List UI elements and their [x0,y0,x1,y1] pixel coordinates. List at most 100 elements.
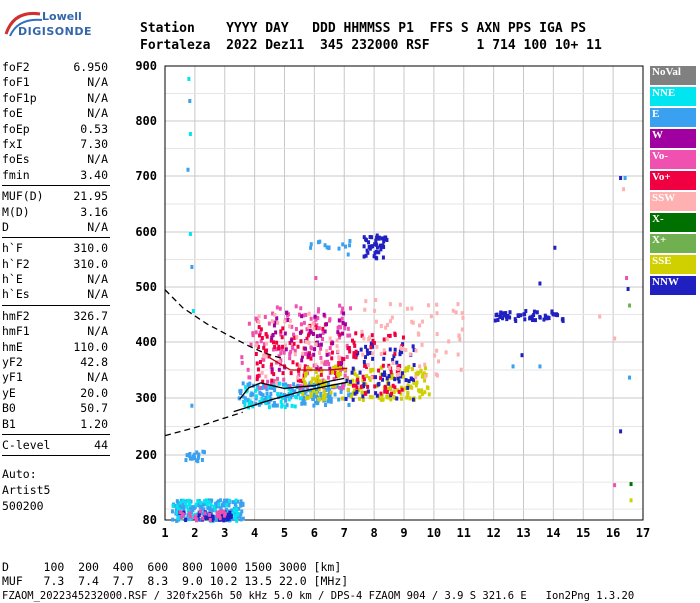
echo-point [296,383,300,388]
echo-point [435,348,439,353]
echo-point [327,246,331,251]
echo-point [354,355,358,360]
echo-point [369,367,373,372]
echo-point [322,383,326,388]
echo-point [508,315,512,320]
echo-point [385,394,389,399]
param-value: 0.53 [80,121,108,136]
echo-point [305,327,309,332]
echo-point [288,384,292,389]
echo-point [208,518,212,523]
echo-point [393,395,397,400]
echo-point [361,352,365,357]
echo-point [254,343,258,348]
echo-point [460,311,464,316]
echo-point [226,512,230,517]
echo-point [355,389,359,394]
param-row: D N/A [2,220,110,235]
param-value: 6.950 [73,60,108,74]
echo-point [328,346,332,351]
echo-point [341,320,345,325]
echo-point [254,351,258,356]
echo-point [379,247,383,252]
echo-point [383,373,387,378]
echo-point [409,384,413,389]
echo-point [358,370,362,375]
echo-point [347,381,351,386]
echo-point [290,392,294,397]
echo-point [398,352,402,357]
echo-point [385,238,389,243]
echo-point [201,502,205,507]
param-value: 50.7 [80,401,108,416]
echo-point [183,501,187,506]
echo-point [350,370,354,375]
echo-point [385,376,389,381]
echo-point [310,346,314,351]
echo-point [264,384,268,389]
echo-point [314,363,318,368]
echo-point [269,365,273,370]
echo-point [535,310,539,315]
echo-point [301,351,305,356]
y-tick-label: 500 [135,280,157,294]
echo-point [188,511,192,516]
echo-point [305,336,309,341]
echo-point [362,254,366,259]
echo-point [272,382,276,387]
echo-point [370,375,374,380]
echo-point [307,331,311,336]
echo-point [516,313,520,318]
echo-point [414,383,418,388]
echo-point [362,377,366,382]
echo-point [304,371,308,376]
echo-point [267,321,271,326]
echo-point [223,513,227,518]
param-value: N/A [87,370,108,385]
param-name: foEp [2,121,30,136]
echo-point [254,401,258,406]
echo-point [288,352,292,357]
echo-point [519,313,523,318]
echo-point [286,318,290,323]
echo-point [290,345,294,350]
x-tick-label: 10 [427,526,441,540]
echo-point [260,335,264,340]
echo-point [290,403,294,408]
echo-point [313,388,317,393]
echo-point [500,316,504,321]
param-row: yE 20.0 [2,386,110,401]
echo-point [410,367,414,372]
echo-point [312,403,316,408]
echo-point [386,387,390,392]
echo-point [219,506,223,511]
echo-point [249,342,253,347]
echo-point [410,306,414,311]
echo-point [404,378,408,383]
echo-point [362,336,366,341]
echo-point [292,341,296,346]
echo-point [293,352,297,357]
echo-point [185,504,189,509]
param-value: 42.8 [80,355,108,370]
echo-point [209,514,213,519]
echo-point [278,306,282,311]
echo-point [370,395,374,400]
echo-point [259,339,263,344]
echo-point [360,333,364,338]
echo-point [305,396,309,401]
echo-point [360,390,364,395]
echo-point [367,376,371,381]
echo-point [329,396,333,401]
echo-point [626,287,630,291]
echo-point [279,329,283,334]
echo-point [311,383,315,388]
echo-point [264,374,268,379]
echo-point [188,456,192,461]
echo-point [375,235,379,240]
echo-point [330,350,334,355]
echo-point [261,364,265,369]
echo-point [522,312,526,317]
echo-point [233,502,237,507]
param-value: N/A [87,324,108,339]
